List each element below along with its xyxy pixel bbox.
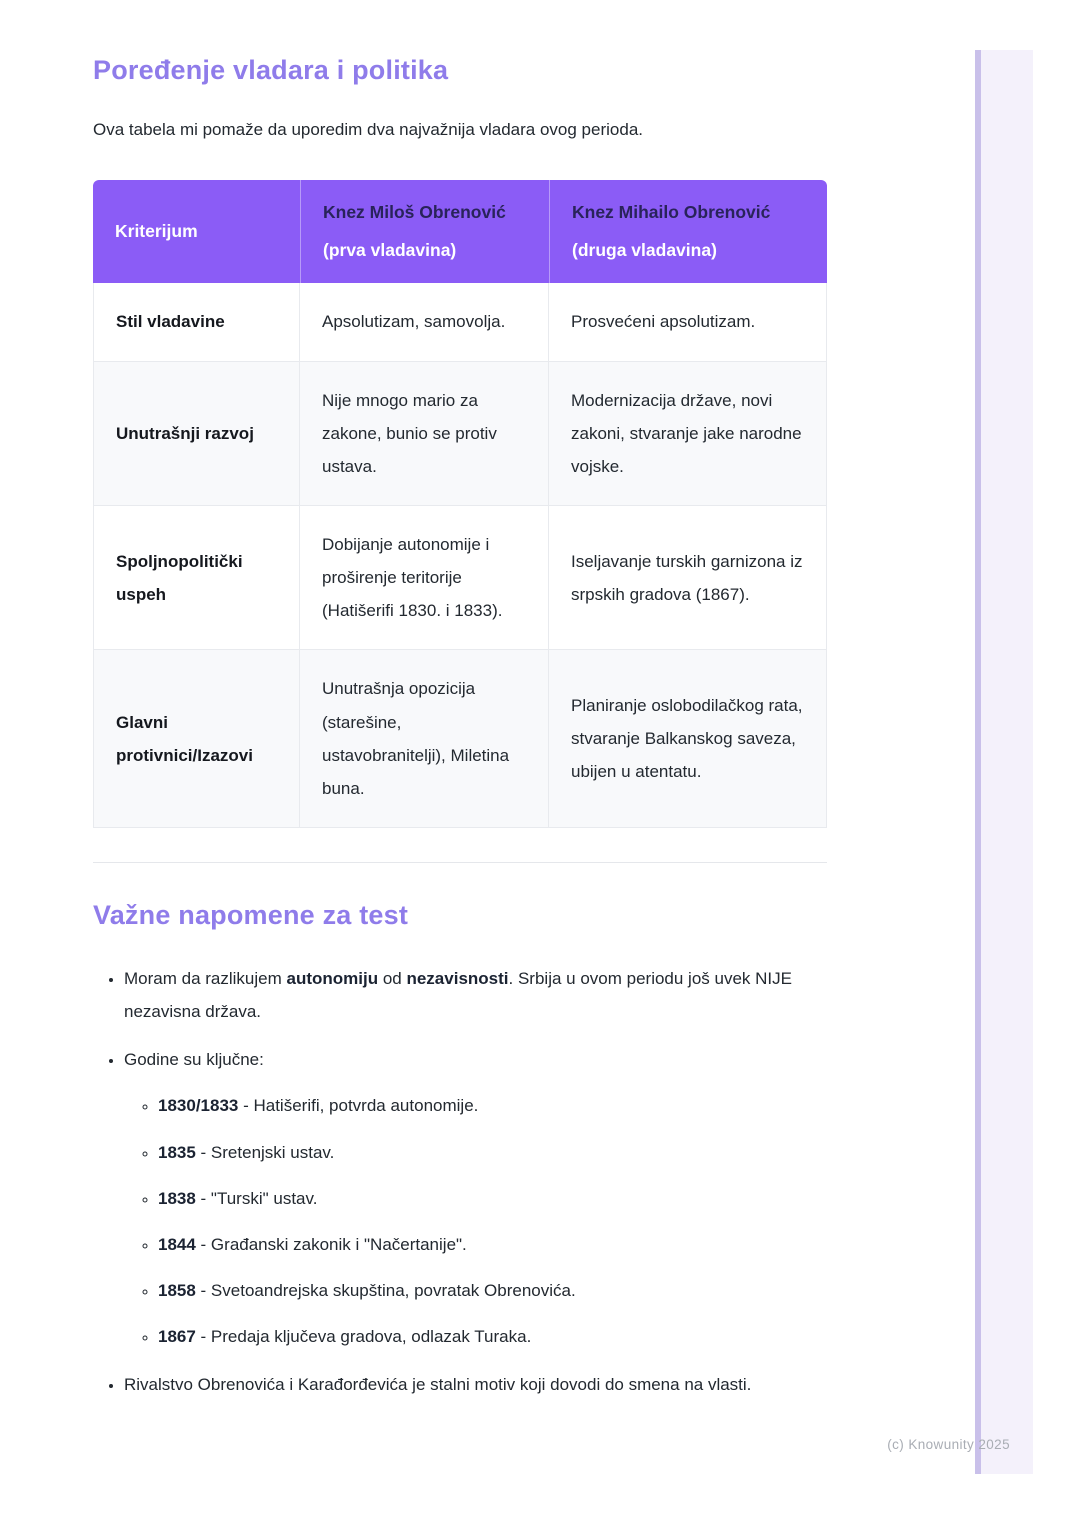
year-value: 1858 <box>158 1280 196 1300</box>
note-item-autonomy: Moram da razlikujem autonomiju od nezavi… <box>124 962 827 1028</box>
intro-paragraph: Ova tabela mi pomaže da uporedim dva naj… <box>93 120 643 139</box>
page-edge-panel <box>981 50 1033 1474</box>
table-row: Stil vladavine Apsolutizam, samovolja. P… <box>93 283 827 362</box>
table-header-mihailo: Knez Mihailo Obrenović (druga vladavina) <box>549 180 827 284</box>
section-divider <box>93 861 827 863</box>
copyright-watermark: (c) Knowunity 2025 <box>887 1437 1010 1452</box>
table-row: Glavni protivnici/Izazovi Unutrašnja opo… <box>93 650 827 828</box>
row-mihailo-cell: Prosvećeni apsolutizam. <box>549 283 827 362</box>
header-mihailo-name: Knez Mihailo Obrenović <box>572 202 771 223</box>
page-edge-divider <box>975 50 981 1474</box>
notes-list: Moram da razlikujem autonomiju od nezavi… <box>93 962 827 1401</box>
note1-mid: od <box>378 968 407 988</box>
year-text: - Građanski zakonik i "Načertanije". <box>195 1234 467 1254</box>
row-milos-cell: Apsolutizam, samovolja. <box>300 283 549 362</box>
year-text: - Hatišerifi, potvrda autonomije. <box>238 1096 479 1116</box>
year-value: 1830/1833 <box>158 1096 239 1116</box>
table-header-row: Kriterijum Knez Miloš Obrenović (prva vl… <box>93 180 827 284</box>
year-value: 1867 <box>158 1327 196 1347</box>
row-mihailo-cell: Iseljavanje turskih garnizona iz srpskih… <box>549 506 827 651</box>
year-value: 1844 <box>158 1234 196 1254</box>
table-row: Unutrašnji razvoj Nije mnogo mario za za… <box>93 361 827 506</box>
years-list: 1830/1833 - Hatišerifi, potvrda autonomi… <box>124 1089 827 1353</box>
row-mihailo-cell: Modernizacija države, novi zakoni, stvar… <box>549 361 827 506</box>
header-mihailo-suffix: (druga vladavina) <box>572 239 717 260</box>
year-value: 1838 <box>158 1188 196 1208</box>
note1-post: . Srbija u ovom periodu još uvek NIJE ne… <box>124 968 792 1022</box>
year-text: - Svetoandrejska skupština, povratak Obr… <box>195 1280 576 1300</box>
year-item: 1835 - Sretenjski ustav. <box>158 1136 827 1169</box>
row-milos-cell: Dobijanje autonomije i proširenje terito… <box>300 506 549 651</box>
year-item: 1858 - Svetoandrejska skupština, povrata… <box>158 1274 827 1307</box>
note-item-rivalry: Rivalstvo Obrenovića i Karađorđevića je … <box>124 1368 827 1401</box>
year-item: 1844 - Građanski zakonik i "Načertanije"… <box>158 1228 827 1261</box>
header-milos-suffix: (prva vladavina) <box>323 239 457 260</box>
row-criterion: Unutrašnji razvoj <box>93 361 300 506</box>
row-milos-cell: Unutrašnja opozicija (starešine, ustavob… <box>300 650 549 828</box>
row-mihailo-cell: Planiranje oslobodilačkog rata, stvaranj… <box>549 650 827 828</box>
header-criterion-label: Kriterijum <box>115 221 198 241</box>
rulers-comparison-table: Kriterijum Knez Miloš Obrenović (prva vl… <box>93 180 827 828</box>
row-criterion: Glavni protivnici/Izazovi <box>93 650 300 828</box>
header-milos-name: Knez Miloš Obrenović <box>323 202 506 223</box>
year-item: 1867 - Predaja ključeva gradova, odlazak… <box>158 1320 827 1353</box>
row-criterion: Spoljnopolitički uspeh <box>93 506 300 651</box>
year-text: - "Turski" ustav. <box>195 1188 318 1208</box>
note1-bold-nezavisnost: nezavisnosti <box>406 968 509 988</box>
note1-pre: Moram da razlikujem <box>124 968 287 988</box>
row-milos-cell: Nije mnogo mario za zakone, bunio se pro… <box>300 361 549 506</box>
note1-bold-autonomija: autonomiju <box>286 968 379 988</box>
year-item: 1830/1833 - Hatišerifi, potvrda autonomi… <box>158 1089 827 1122</box>
section-title-notes: Važne napomene za test <box>93 899 409 930</box>
row-criterion: Stil vladavine <box>93 283 300 362</box>
table-header-milos: Knez Miloš Obrenović (prva vladavina) <box>300 180 549 284</box>
note2-label: Godine su ključne: <box>124 1050 264 1070</box>
page-content: Poređenje vladara i politika Ova tabela … <box>93 0 827 1416</box>
year-item: 1838 - "Turski" ustav. <box>158 1182 827 1215</box>
table-header-criterion: Kriterijum <box>93 180 300 284</box>
section-title-comparison: Poređenje vladara i politika <box>93 55 449 85</box>
note-item-years: Godine su ključne: 1830/1833 - Hatišerif… <box>124 1043 827 1353</box>
table-row: Spoljnopolitički uspeh Dobijanje autonom… <box>93 506 827 651</box>
year-text: - Predaja ključeva gradova, odlazak Tura… <box>195 1327 532 1347</box>
year-text: - Sretenjski ustav. <box>195 1142 335 1162</box>
year-value: 1835 <box>158 1142 196 1162</box>
